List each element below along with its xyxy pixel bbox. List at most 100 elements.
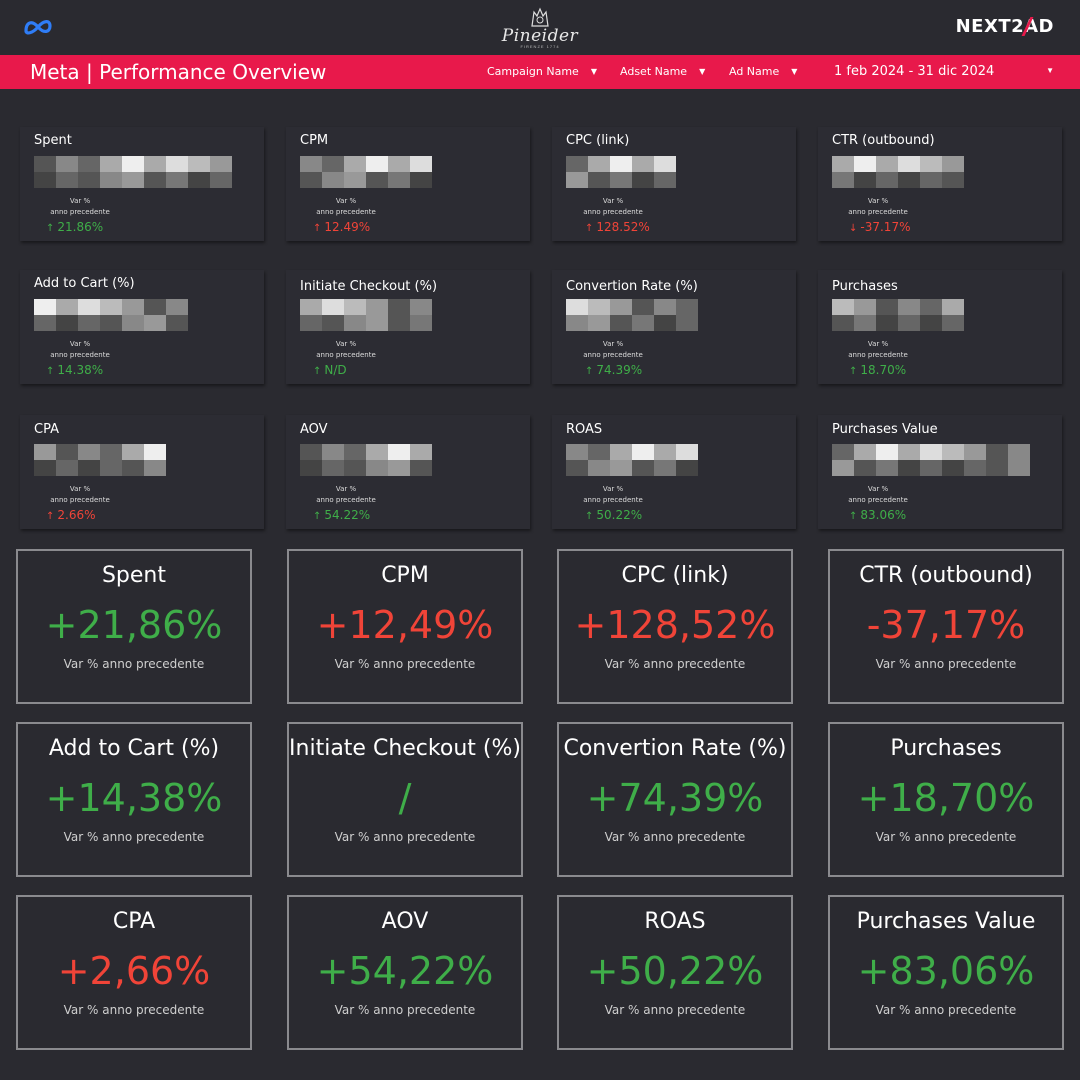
pixel [188, 172, 210, 188]
pixel [366, 172, 388, 188]
redacted-value-block [34, 444, 166, 476]
pixel [854, 444, 876, 460]
scorecard: CTR (outbound) Var % anno precedente ↓ -37.1… [818, 127, 1062, 241]
scorecard-variation: ↑ 74.39% [585, 363, 642, 377]
pixel [942, 460, 964, 476]
pixel [588, 156, 610, 172]
kpi-comparison-label: Var % anno precedente [63, 1003, 205, 1017]
comparison-label-line1: Var % [867, 485, 889, 493]
kpi-title: Purchases [890, 736, 1002, 761]
pixel [942, 444, 964, 460]
redacted-value-block [832, 156, 964, 188]
meta-infinity-icon [24, 20, 52, 35]
pixel [344, 172, 366, 188]
pixel [144, 156, 166, 172]
pixel [122, 172, 144, 188]
campaign-name-filter[interactable]: Campaign Name ▼ [487, 65, 597, 78]
pixel [832, 460, 854, 476]
scorecard-title: Purchases Value [832, 422, 938, 437]
scorecard: Add to Cart (%) Var % anno precedente ↑ 14.3… [20, 270, 264, 384]
kpi-value: +54,22% [316, 949, 494, 993]
scorecard-title: Convertion Rate (%) [566, 279, 698, 294]
comparison-label-line1: Var % [867, 197, 889, 205]
pixel [854, 460, 876, 476]
pixel [366, 299, 388, 315]
ad-name-filter-label: Ad Name [729, 65, 780, 78]
chevron-down-icon: ▼ [791, 67, 798, 76]
scorecard-title: AOV [300, 422, 328, 437]
pixel [210, 156, 232, 172]
pixel [34, 315, 56, 331]
kpi-value: +18,70% [857, 776, 1035, 820]
kpi-title: AOV [381, 909, 429, 934]
scorecard-variation-value: 83.06% [860, 508, 907, 522]
next2ad-logo: NEXT2 AD [956, 16, 1054, 37]
kpi-value: +2,66% [57, 949, 211, 993]
kpi-value: +50,22% [586, 949, 764, 993]
pixel [410, 460, 432, 476]
pixel [78, 172, 100, 188]
kpi-card: CPA +2,66% Var % anno precedente [16, 895, 252, 1050]
kpi-card: CPC (link) +128,52% Var % anno precedente [557, 549, 793, 704]
redacted-value-block [34, 299, 188, 331]
arrow-up-icon: ↑ [46, 366, 55, 377]
campaign-name-filter-label: Campaign Name [487, 65, 579, 78]
pixel [122, 156, 144, 172]
ad-name-filter[interactable]: Ad Name ▼ [729, 65, 797, 78]
pixel [832, 299, 854, 315]
pixel [144, 460, 166, 476]
pixel [34, 299, 56, 315]
arrow-up-icon: ↑ [313, 366, 322, 377]
pixel [986, 444, 1008, 460]
pixel [100, 460, 122, 476]
pixel [388, 172, 410, 188]
pixel [610, 460, 632, 476]
scorecard-variation: ↑ 54.22% [313, 508, 370, 522]
kpi-card: CPM +12,49% Var % anno precedente [287, 549, 523, 704]
pixel [100, 299, 122, 315]
next2ad-suffix-text: AD [1024, 16, 1054, 37]
chevron-down-icon[interactable]: ▼ [1046, 66, 1054, 75]
scorecard-variation-value: 54.22% [324, 508, 371, 522]
pineider-logo: Pineider FIRENZE 1774 [500, 6, 580, 50]
scorecard-title: CPA [34, 422, 59, 437]
kpi-card: Purchases Value +83,06% Var % anno precede… [828, 895, 1064, 1050]
pixel [322, 444, 344, 460]
scorecard-comparison-label: Var % anno precedente [573, 339, 653, 361]
pixel [300, 156, 322, 172]
arrow-up-icon: ↑ [849, 366, 858, 377]
kpi-card: Spent +21,86% Var % anno precedente [16, 549, 252, 704]
kpi-card: CTR (outbound) -37,17% Var % anno preceden… [828, 549, 1064, 704]
pixel [166, 156, 188, 172]
pixel [632, 444, 654, 460]
comparison-label-line2: anno precedente [316, 496, 376, 504]
pixel [610, 299, 632, 315]
pixel [610, 172, 632, 188]
kpi-title: Initiate Checkout (%) [289, 736, 521, 761]
pixel [78, 460, 100, 476]
pixel [100, 444, 122, 460]
scorecard-variation-value: 21.86% [57, 220, 104, 234]
pixel [410, 299, 432, 315]
pixel [676, 460, 698, 476]
pixel [632, 172, 654, 188]
pixel [964, 460, 986, 476]
scorecard-variation-value: 18.70% [860, 363, 907, 377]
pixel [654, 315, 676, 331]
pixel [942, 156, 964, 172]
comparison-label-line1: Var % [335, 340, 357, 348]
pixel [78, 299, 100, 315]
kpi-comparison-label: Var % anno precedente [63, 830, 205, 844]
date-range-picker[interactable]: 1 feb 2024 - 31 dic 2024 [834, 64, 994, 79]
comparison-label-line2: anno precedente [316, 351, 376, 359]
pixel [34, 444, 56, 460]
redacted-value-block [832, 444, 1030, 476]
pixel [388, 299, 410, 315]
pixel [388, 444, 410, 460]
scorecard-comparison-label: Var % anno precedente [306, 484, 386, 506]
scorecard: CPC (link) Var % anno precedente ↑ 128.52% [552, 127, 796, 241]
pixel [56, 299, 78, 315]
pixel [122, 315, 144, 331]
adset-name-filter[interactable]: Adset Name ▼ [620, 65, 705, 78]
kpi-title: Convertion Rate (%) [563, 736, 787, 761]
